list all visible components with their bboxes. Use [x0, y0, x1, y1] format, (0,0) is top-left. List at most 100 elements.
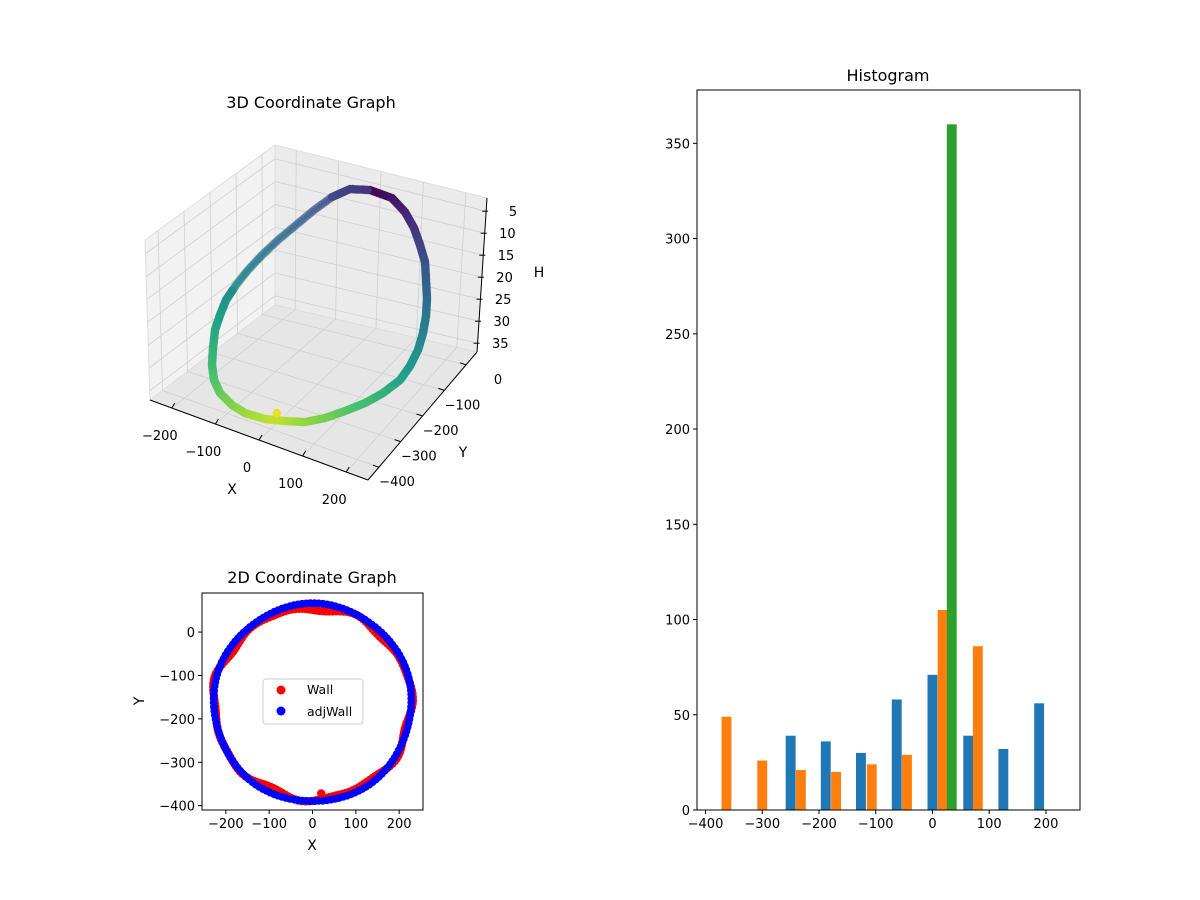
grid-line-y: [235, 173, 238, 334]
x-tick-label-2d: 200: [387, 817, 412, 832]
point-adjwall: [407, 703, 415, 711]
x-tick-label-histogram: 100: [977, 817, 1002, 832]
x-tick-3d: [345, 466, 350, 473]
y-tick-label-histogram: 350: [665, 137, 690, 152]
histogram-bar: [866, 764, 877, 810]
y-tick-label-3d: −100: [445, 398, 481, 413]
y-tick-3d: [372, 464, 380, 468]
histogram-title: Histogram: [847, 66, 930, 85]
legend-box: [262, 678, 364, 725]
x-tick-label-2d: 0: [308, 817, 316, 832]
x-axis-label-2d: X: [307, 838, 317, 854]
y-tick-3d: [459, 362, 467, 366]
histogram-bar: [785, 735, 796, 810]
histogram-bar: [963, 735, 974, 810]
y-tick-label-histogram: 100: [665, 614, 690, 629]
histogram-bar: [946, 124, 957, 811]
x-tick-3d: [214, 418, 219, 425]
x-tick-3d: [302, 450, 307, 457]
y-axis-label-3d: Y: [458, 445, 468, 461]
grid-line-z: [148, 272, 276, 369]
y-tick-label-3d: −200: [423, 424, 459, 439]
legend-marker-adjwall: [276, 706, 286, 716]
bars: [721, 124, 1045, 811]
z-ticks-3d: 5 10 15 20 25 30 35: [473, 205, 517, 352]
x-tick-label-3d: 0: [243, 461, 251, 476]
y-tick-label-3d: −300: [401, 450, 437, 465]
ticks-2d: −200 −100 0 100 200 0 −100 −200 −300 −400: [159, 626, 411, 832]
y-tick-label-histogram: 200: [665, 423, 690, 438]
histogram-bar: [757, 760, 768, 810]
legend-marker-wall: [276, 685, 286, 695]
grid-line-z: [274, 272, 480, 322]
grid-line-z: [274, 249, 481, 300]
y-tick-label-2d: −200: [159, 713, 195, 728]
grid-line-y: [162, 390, 380, 468]
x-tick-label-3d: −200: [142, 429, 178, 444]
grid-line-z: [274, 158, 487, 212]
z-tick-label-3d: 5: [509, 205, 517, 220]
z-tick-label-3d: 10: [499, 227, 516, 242]
histogram-bar: [927, 674, 938, 810]
legend-label-adjwall: adjWall: [307, 704, 352, 719]
z-tick-label-3d: 35: [492, 337, 509, 352]
histogram-bar: [902, 754, 912, 810]
z-axis-line: [476, 197, 488, 353]
histogram-bar: [721, 716, 732, 810]
y-tick-label-histogram: 150: [665, 518, 690, 533]
z-tick-label-3d: 25: [495, 293, 512, 308]
chart-histogram: Histogram −400 −300 −200 −100 0 100 200 0 50 100 1…: [665, 66, 1081, 832]
grid-line-x: [416, 182, 424, 338]
grid-line-z: [145, 181, 276, 277]
legend-label-wall: Wall: [307, 682, 333, 697]
x-tick-label-2d: −100: [251, 817, 287, 832]
grid-line-z: [274, 181, 485, 234]
grid-line-z: [147, 226, 276, 323]
x-tick-label-histogram: 200: [1034, 817, 1059, 832]
chart-2d-title: 2D Coordinate Graph: [227, 568, 396, 587]
chart-3d: 3D Coordinate Graph −200 −100 0 100 200 X 0 −…: [142, 93, 544, 508]
y-tick-3d: [438, 387, 445, 391]
chart-3d-title: 3D Coordinate Graph: [226, 93, 395, 112]
x-tick-label-3d: 200: [322, 493, 347, 508]
point-3d: [363, 185, 372, 195]
histogram-bar: [998, 749, 1009, 810]
x-ticks-3d: −200 −100 0 100 200: [142, 402, 350, 508]
histogram-bar: [891, 699, 902, 810]
y-tick-label-2d: −100: [159, 669, 195, 684]
x-axis-label-3d: X: [227, 482, 237, 498]
histogram-bar: [820, 741, 831, 810]
grid-line-x: [456, 192, 467, 348]
x-tick-label-histogram: −300: [744, 817, 780, 832]
grid-line-z: [274, 226, 482, 278]
z-axis-label-3d: H: [534, 265, 545, 281]
histogram-bar: [795, 770, 806, 810]
histogram-bar: [937, 610, 948, 810]
grid-line-y: [187, 371, 401, 442]
histogram-bar: [856, 752, 866, 810]
chart-2d: 2D Coordinate Graph −200 −100 0 100 200 0 −100…: [132, 568, 424, 854]
x-tick-label-2d: −200: [208, 817, 244, 832]
histogram-bar: [972, 646, 983, 810]
y-tick-label-3d: −400: [379, 475, 415, 490]
points-3d: [207, 184, 432, 427]
grid-line-z: [145, 158, 276, 255]
x-tick-label-3d: −100: [186, 445, 222, 460]
grid-line-x: [335, 160, 339, 320]
grid-line-z: [274, 295, 478, 344]
y-tick-3d: [394, 439, 401, 443]
x-tick-label-3d: 100: [278, 477, 303, 492]
y-ticks-3d: 0 −100 −200 −300 −400: [372, 362, 502, 490]
point-wall: [317, 789, 326, 798]
grid-line-z: [146, 204, 276, 300]
histogram-ticks: −400 −300 −200 −100 0 100 200 0 50 100 150 200 250 30…: [665, 137, 1058, 832]
x-tick-label-histogram: −200: [801, 817, 837, 832]
y-tick-label-histogram: 300: [665, 233, 690, 248]
legend-2d: Wall adjWall: [262, 678, 364, 725]
y-tick-3d: [416, 413, 423, 417]
z-tick-label-3d: 30: [493, 315, 510, 330]
grid-line-y: [261, 154, 263, 315]
points-2d: [209, 599, 418, 806]
grid-line-y: [237, 333, 445, 391]
